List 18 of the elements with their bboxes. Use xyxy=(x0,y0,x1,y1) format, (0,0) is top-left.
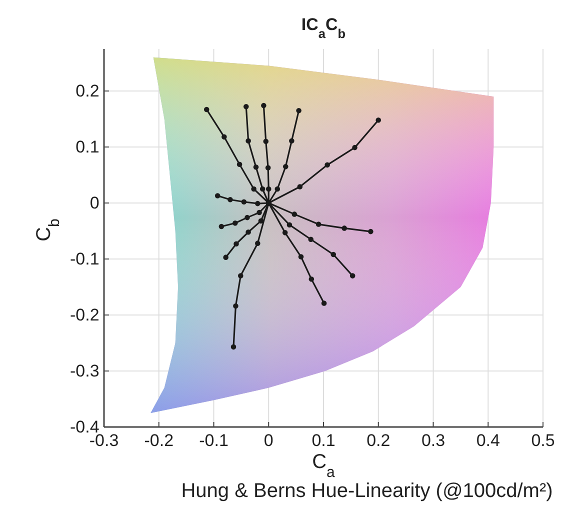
y-tick-label: 0.2 xyxy=(76,81,100,100)
y-tick-label: -0.3 xyxy=(70,361,100,380)
x-tick-label: -0.3 xyxy=(89,431,119,450)
x-tick-label: 0.5 xyxy=(531,431,555,450)
x-tick-label: -0.2 xyxy=(144,431,174,450)
x-tick-label: -0.1 xyxy=(199,431,228,450)
x-axis-title: C$_{a}$ xyxy=(312,451,336,480)
x-tick-label: 0.3 xyxy=(421,431,446,450)
x-tick-label: 0.4 xyxy=(476,431,500,450)
x-tick-label: 0.2 xyxy=(366,431,390,450)
chart-title: IC$_{a}$C$_{b}$ xyxy=(301,15,346,40)
y-tick-label: -0.1 xyxy=(70,249,100,268)
text: Hung & Berns Hue-Linearity (@100cd/m²) xyxy=(181,480,553,502)
y-tick-label: 0.1 xyxy=(76,137,100,156)
x-tick-label: 0.1 xyxy=(312,431,336,450)
y-tick-label: -0.2 xyxy=(70,305,100,324)
x-tick-label: 0 xyxy=(264,431,274,450)
y-tick-label: 0 xyxy=(90,193,100,212)
